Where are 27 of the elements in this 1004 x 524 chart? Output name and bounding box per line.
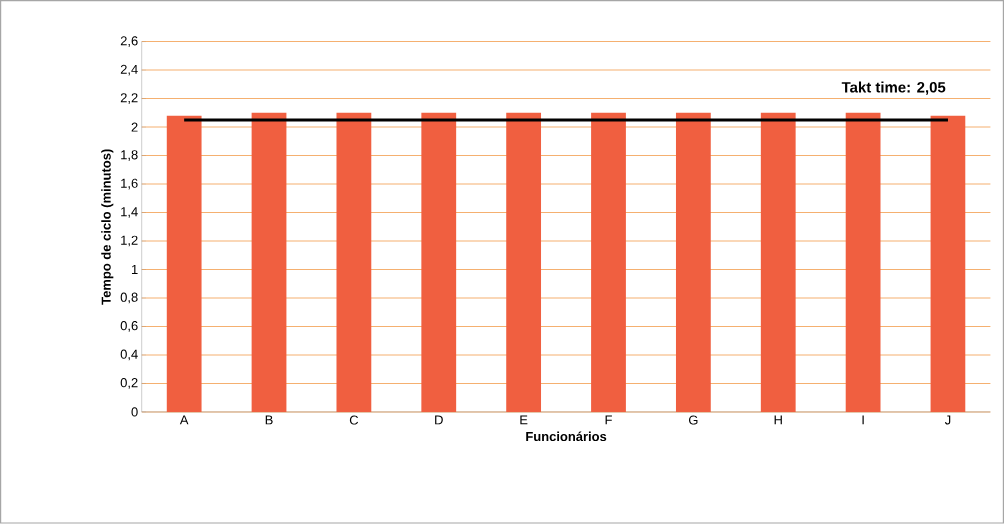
y-tick-label: 1,8	[121, 150, 138, 162]
y-tick-label: 2,6	[120, 36, 138, 48]
x-tick-label: G	[688, 415, 698, 425]
x-tick-label: F	[605, 415, 612, 425]
y-tick-label: 1	[131, 265, 138, 275]
y-tick-label: 1,4	[121, 207, 138, 218]
y-tick-label: 0,6	[120, 321, 138, 333]
x-tick-label: E	[520, 415, 528, 425]
x-tick-label: C	[349, 415, 359, 425]
ref-line-label: Takt time: 2,05	[841, 81, 946, 95]
y-tick-label: 2	[131, 122, 138, 132]
x-tick-label: B	[265, 415, 273, 425]
y-axis-title: Tempo de ciclo (minutos)	[101, 149, 114, 305]
y-tick-label: 2,4	[120, 64, 138, 76]
x-tick-label: J	[944, 415, 951, 425]
y-tick-label: 0,4	[120, 349, 138, 361]
y-tick-label: 1,2	[121, 235, 138, 247]
y-tick-label: 2,2	[120, 93, 138, 105]
y-tick-label: 0	[131, 407, 138, 417]
x-axis-title: Funcionários	[526, 431, 607, 442]
x-tick-label: H	[774, 415, 782, 425]
y-tick-label: 1,6	[121, 178, 138, 190]
x-tick-label: I	[862, 415, 864, 425]
y-tick-label: 0,8	[120, 292, 138, 304]
x-tick-label: D	[435, 415, 443, 425]
y-tick-label: 0,2	[120, 378, 138, 389]
x-tick-label: A	[179, 415, 189, 425]
